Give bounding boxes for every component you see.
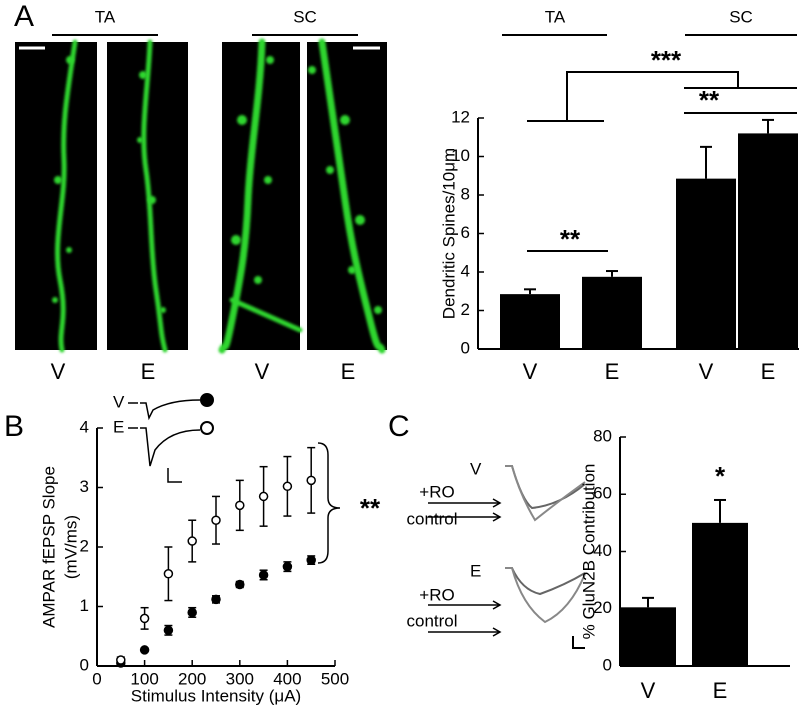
- x-tick-label: V: [699, 359, 714, 384]
- significance: **: [699, 85, 720, 115]
- y-tick-label: 8: [461, 184, 470, 203]
- x-axis-title: Stimulus Intensity (μA): [131, 686, 301, 705]
- panel-label: C: [388, 410, 410, 443]
- y-tick-label: 0: [80, 655, 89, 674]
- panel-label: B: [4, 410, 24, 443]
- trace-condition: +RO: [419, 482, 454, 501]
- data-point: [211, 594, 221, 605]
- x-tick-label: 0: [92, 669, 101, 688]
- x-tick-label: 300: [226, 669, 254, 688]
- legend-marker: [200, 393, 214, 407]
- significance-brackets: [502, 34, 797, 252]
- y-axis-title: Dendritic Spines/10μm: [439, 148, 458, 319]
- x-tick-label: 200: [178, 669, 206, 688]
- data-point: [116, 655, 126, 665]
- y-tick-label: 6: [461, 223, 470, 242]
- data-point: [163, 625, 174, 636]
- micrographs: [15, 34, 387, 354]
- y-tick-label: 0: [461, 338, 470, 357]
- y-tick-label: 1: [80, 596, 89, 615]
- y-tick-label: 80: [593, 426, 612, 445]
- image-label: E: [341, 359, 356, 384]
- x-tick-label: 100: [130, 669, 158, 688]
- y-tick-label: 0: [603, 655, 612, 674]
- image-group-label: SC: [293, 7, 317, 26]
- image-label: V: [255, 359, 270, 384]
- y-tick-label: 10: [451, 146, 470, 165]
- bar: [620, 607, 676, 666]
- x-tick-label: E: [713, 678, 728, 703]
- trace-condition: control: [406, 611, 457, 630]
- data-point: [163, 569, 174, 579]
- significance: **: [560, 224, 581, 254]
- series-label: V: [113, 392, 125, 411]
- image-label: V: [51, 359, 66, 384]
- data-point: [282, 481, 293, 492]
- trace-label: V: [470, 459, 482, 478]
- data-point: [139, 645, 150, 655]
- y-tick-label: 3: [80, 477, 89, 496]
- trace-condition: control: [406, 509, 457, 528]
- y-tick-label: 40: [593, 541, 612, 560]
- group-label: SC: [729, 7, 753, 26]
- y-tick-label: 4: [461, 261, 470, 280]
- series-label: E: [113, 417, 124, 436]
- trace-label: E: [470, 561, 481, 580]
- data-point: [282, 561, 293, 572]
- group-label: TA: [545, 7, 566, 26]
- data-point: [187, 536, 197, 546]
- y-tick-label: 20: [593, 598, 612, 617]
- x-tick-label: E: [605, 359, 620, 384]
- image-group-label: TA: [95, 7, 116, 26]
- x-tick-label: 400: [273, 669, 301, 688]
- y-axis-title: (mV/ms): [61, 515, 80, 579]
- y-axis-title: AMPAR fEPSP Slope: [39, 466, 58, 628]
- bar: [738, 133, 798, 349]
- bar: [582, 276, 642, 349]
- x-tick-label: 500: [321, 669, 349, 688]
- y-tick-label: 60: [593, 484, 612, 503]
- data-point: [258, 491, 269, 502]
- image-label: E: [141, 359, 156, 384]
- panel-label: A: [14, 0, 34, 33]
- inset-traces: [128, 399, 341, 564]
- bar: [692, 522, 748, 666]
- data-point: [258, 570, 269, 580]
- data-point: [187, 607, 197, 618]
- legend-marker: [200, 421, 214, 435]
- y-axis-title: % GluN2B Contribution: [579, 464, 598, 640]
- gluN2B-traces: [428, 465, 586, 649]
- data-point: [211, 515, 221, 525]
- x-tick-label: V: [523, 359, 538, 384]
- data-point: [139, 613, 150, 624]
- trace-condition: +RO: [419, 585, 454, 604]
- bar: [500, 294, 560, 349]
- data-point: [235, 579, 245, 590]
- y-tick-label: 4: [80, 417, 89, 436]
- x-tick-label: V: [641, 678, 656, 703]
- bar: [676, 178, 736, 349]
- significance: *: [715, 461, 726, 491]
- y-tick-label: 2: [80, 536, 89, 555]
- data-point: [235, 500, 245, 511]
- data-point: [306, 475, 316, 486]
- significance: **: [360, 493, 381, 523]
- y-tick-label: 2: [461, 300, 470, 319]
- x-tick-label: E: [761, 359, 776, 384]
- y-tick-label: 12: [451, 107, 470, 126]
- data-point: [306, 555, 316, 565]
- significance: ***: [651, 45, 682, 75]
